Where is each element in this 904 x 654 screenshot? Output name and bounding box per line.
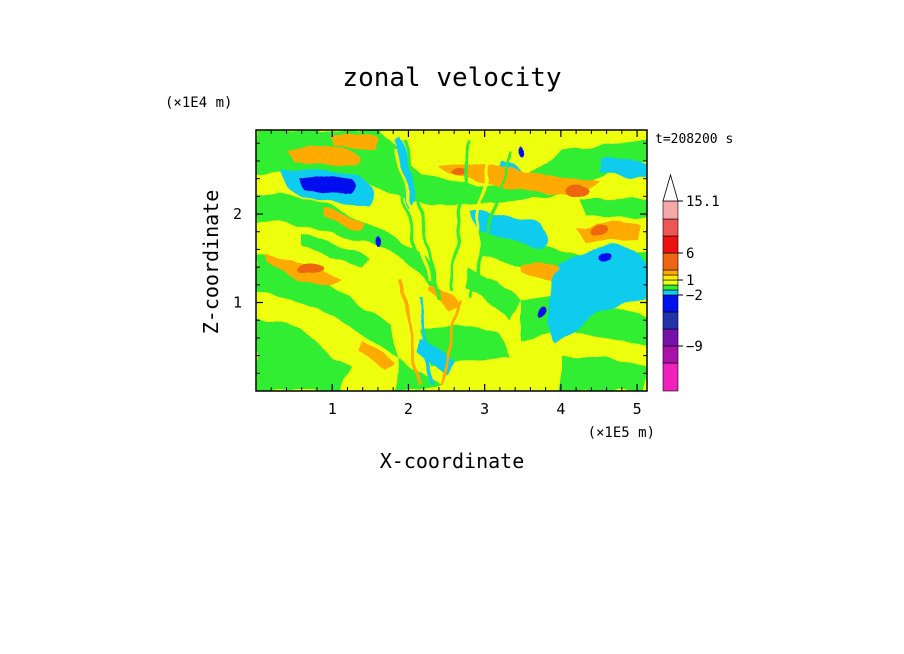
chart-title: zonal velocity xyxy=(342,63,561,93)
colorbar-swatch xyxy=(662,328,679,347)
orange-bands xyxy=(265,133,640,372)
colorbar-swatch xyxy=(662,289,679,296)
colorbar-swatch xyxy=(662,311,679,330)
colorbar-tick-label: 15.1 xyxy=(686,194,720,210)
colorbar-tick-label: −9 xyxy=(686,339,703,355)
x-axis: 1 2 3 4 5 xyxy=(270,130,642,418)
colorbar-tick-label: −2 xyxy=(686,288,703,304)
colorbar-swatch xyxy=(662,294,679,313)
colorbar-swatch xyxy=(662,235,679,254)
y-tick-label: 2 xyxy=(233,205,242,223)
colorbar-extension xyxy=(662,173,679,202)
time-label: t=208200 s xyxy=(655,132,733,147)
colorbar-tick-label: 1 xyxy=(686,273,694,289)
x-axis-label: X-coordinate xyxy=(380,449,525,473)
x-tick-label: 1 xyxy=(328,400,337,418)
colorbar-swatch xyxy=(662,362,679,392)
x-tick-label: 4 xyxy=(556,400,565,418)
disturbed-region-streaks xyxy=(383,139,512,386)
x-tick-label: 3 xyxy=(480,400,489,418)
colorbar-swatch xyxy=(662,284,679,291)
y-tick-label: 1 xyxy=(233,294,242,312)
colorbar: 15.1 6 1−2 −9 xyxy=(662,173,720,392)
colorbar-swatch xyxy=(662,279,679,286)
colorbar-swatch xyxy=(662,269,679,276)
x-unit-label: (×1E5 m) xyxy=(588,425,655,441)
x-tick-label: 2 xyxy=(404,400,413,418)
velocity-field xyxy=(256,130,647,391)
colorbar-swatch xyxy=(662,218,679,237)
blue-minima xyxy=(300,147,612,316)
y-axis-label: Z-coordinate xyxy=(199,190,223,335)
x-tick-label: 5 xyxy=(633,400,642,418)
y-axis: 12 xyxy=(233,142,647,374)
colorbar-tick-label: 6 xyxy=(686,246,694,262)
y-unit-label: (×1E4 m) xyxy=(165,95,232,111)
colorbar-swatch xyxy=(662,252,679,271)
colorbar-swatch xyxy=(662,345,679,364)
colorbar-swatch xyxy=(662,274,679,281)
colorbar-swatch xyxy=(662,200,679,220)
plot-frame xyxy=(255,129,648,392)
